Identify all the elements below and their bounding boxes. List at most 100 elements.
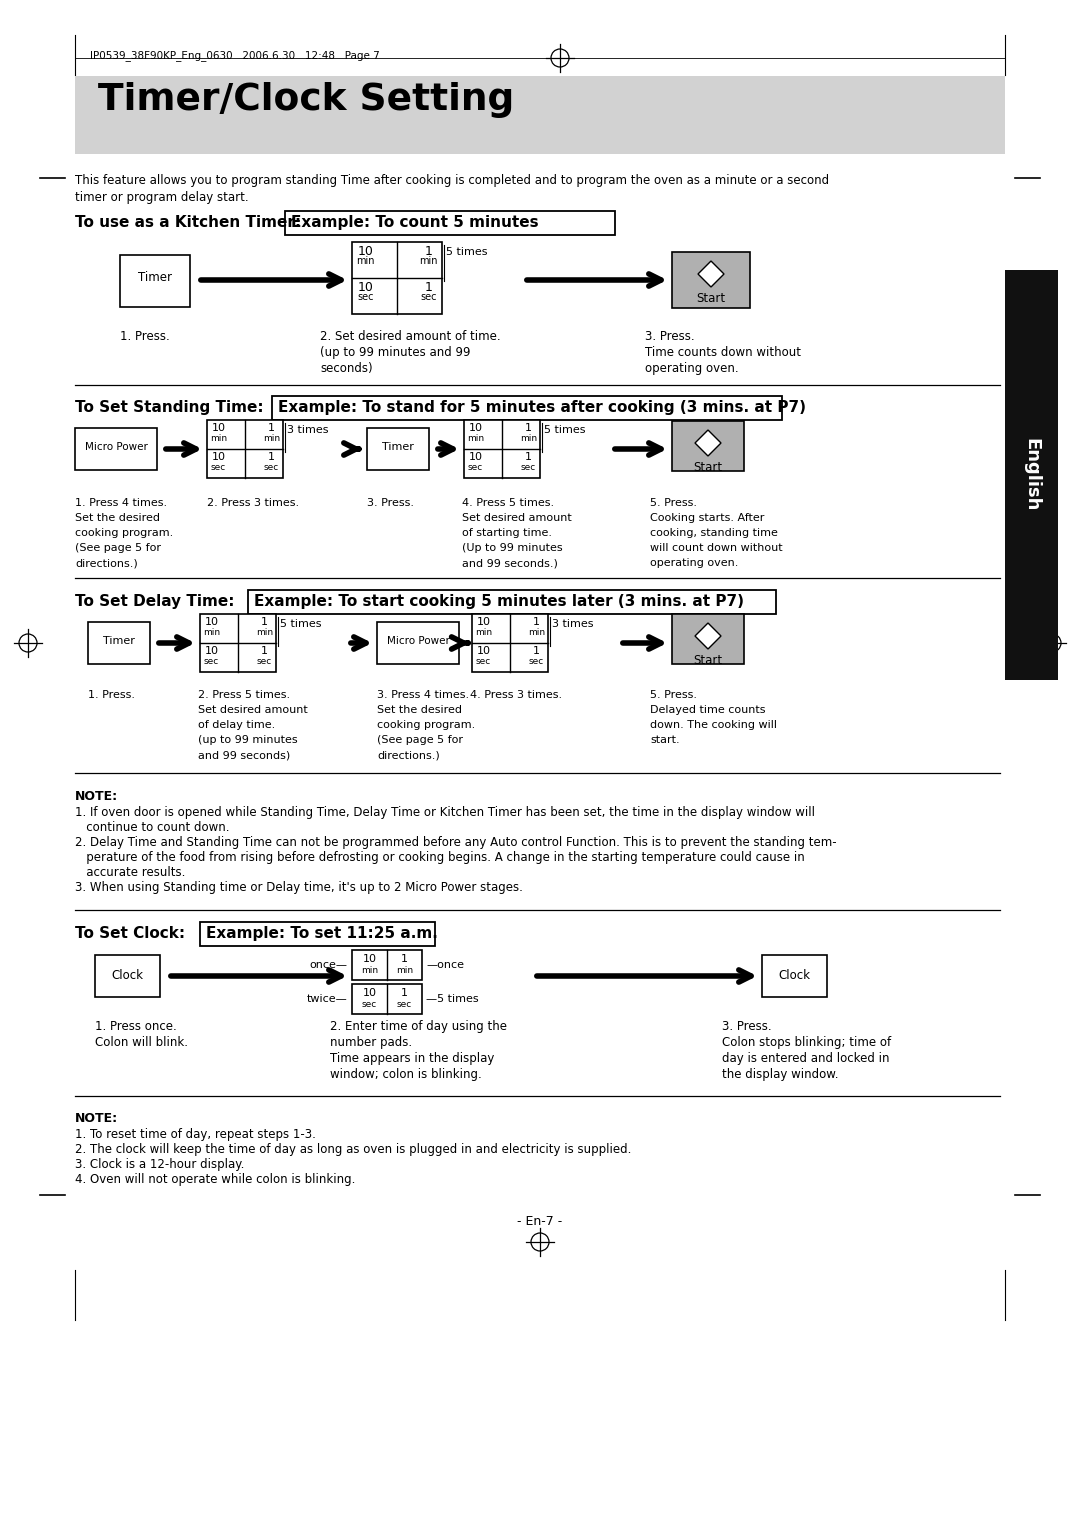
Text: Colon stops blinking; time of: Colon stops blinking; time of [723, 1036, 891, 1050]
Text: min: min [356, 257, 375, 266]
Text: directions.): directions.) [377, 750, 440, 759]
Text: of delay time.: of delay time. [198, 720, 275, 730]
Text: Micro Power: Micro Power [84, 442, 148, 452]
Bar [352, 950, 422, 979]
Text: 2. Enter time of day using the: 2. Enter time of day using the [330, 1021, 507, 1033]
Text: 1: 1 [268, 452, 275, 461]
Text: 2. Set desired amount of time.: 2. Set desired amount of time. [320, 330, 501, 342]
Text: sec: sec [257, 657, 272, 666]
Text: 3. Press.: 3. Press. [723, 1021, 771, 1033]
Bar [352, 984, 422, 1015]
Text: will count down without: will count down without [650, 542, 783, 553]
Bar [464, 420, 540, 478]
Bar [120, 255, 190, 307]
Bar [367, 428, 429, 471]
Text: NOTE:: NOTE: [75, 1112, 118, 1125]
Text: min: min [210, 434, 227, 443]
Text: the display window.: the display window. [723, 1068, 838, 1080]
Text: 1: 1 [424, 281, 432, 293]
Text: - En-7 -: - En-7 - [517, 1215, 563, 1229]
Text: 5 times: 5 times [280, 619, 322, 630]
Text: 4. Press 3 times.: 4. Press 3 times. [470, 691, 562, 700]
Text: 1: 1 [534, 646, 540, 656]
Text: Timer: Timer [138, 270, 172, 284]
Text: (Up to 99 minutes: (Up to 99 minutes [462, 542, 563, 553]
Bar [200, 921, 435, 946]
Text: cooking, standing time: cooking, standing time [650, 529, 778, 538]
Text: 3. Press 4 times.: 3. Press 4 times. [377, 691, 469, 700]
Text: 5. Press.: 5. Press. [650, 498, 697, 507]
Text: (See page 5 for: (See page 5 for [75, 542, 161, 553]
Text: 3 times: 3 times [552, 619, 594, 630]
Text: Set desired amount: Set desired amount [198, 704, 308, 715]
Text: 10: 10 [212, 423, 226, 432]
Bar [1005, 270, 1058, 680]
Text: Colon will blink.: Colon will blink. [95, 1036, 188, 1050]
Text: 10: 10 [469, 423, 483, 432]
Bar [672, 252, 750, 309]
Text: 10: 10 [357, 244, 374, 258]
Text: 2. Delay Time and Standing Time can not be programmed before any Auto control Fu: 2. Delay Time and Standing Time can not … [75, 836, 837, 850]
Text: sec: sec [264, 463, 280, 472]
Text: sec: sec [529, 657, 544, 666]
Text: min: min [475, 628, 492, 637]
Text: (up to 99 minutes and 99: (up to 99 minutes and 99 [320, 345, 471, 359]
Text: sec: sec [362, 999, 377, 1008]
Text: sec: sec [420, 292, 436, 303]
Text: Clock: Clock [111, 969, 144, 983]
Polygon shape [696, 429, 721, 455]
Text: 3. When using Standing time or Delay time, it's up to 2 Micro Power stages.: 3. When using Standing time or Delay tim… [75, 882, 523, 894]
Bar [352, 241, 442, 313]
Text: English: English [1022, 439, 1040, 512]
Text: 1: 1 [268, 423, 275, 432]
Text: 1: 1 [401, 953, 408, 964]
Text: —5 times: —5 times [426, 995, 478, 1004]
Text: min: min [467, 434, 484, 443]
Text: 1. Press 4 times.: 1. Press 4 times. [75, 498, 167, 507]
Text: 3 times: 3 times [287, 425, 328, 435]
Bar [200, 614, 276, 672]
Bar [207, 420, 283, 478]
Text: once—: once— [309, 960, 347, 970]
Text: 1: 1 [261, 617, 268, 626]
Text: Clock: Clock [779, 969, 810, 983]
Text: —once: —once [426, 960, 464, 970]
Text: 3. Press.: 3. Press. [367, 498, 414, 507]
Text: timer or program delay start.: timer or program delay start. [75, 191, 248, 205]
Text: sec: sec [204, 657, 219, 666]
Text: 10: 10 [204, 646, 218, 656]
Text: Time counts down without: Time counts down without [645, 345, 801, 359]
Text: number pads.: number pads. [330, 1036, 413, 1050]
Text: directions.): directions.) [75, 558, 138, 568]
Text: min: min [528, 628, 545, 637]
Bar [377, 622, 459, 665]
Text: sec: sec [468, 463, 483, 472]
Text: sec: sec [396, 999, 413, 1008]
Text: 1: 1 [261, 646, 268, 656]
Text: 1: 1 [525, 423, 532, 432]
Text: Timer: Timer [382, 442, 414, 452]
Bar [762, 955, 827, 996]
Text: 1. If oven door is opened while Standing Time, Delay Time or Kitchen Timer has b: 1. If oven door is opened while Standing… [75, 805, 815, 819]
Bar [672, 422, 744, 471]
Text: Set desired amount: Set desired amount [462, 513, 571, 523]
Text: min: min [361, 966, 378, 975]
Bar [672, 614, 744, 665]
Text: 5 times: 5 times [544, 425, 585, 435]
Text: To Set Clock:: To Set Clock: [75, 926, 185, 941]
Text: 10: 10 [476, 646, 490, 656]
Bar [285, 211, 615, 235]
Text: IP0539_38F90KP_Eng_0630   2006.6.30   12:48   Page 7: IP0539_38F90KP_Eng_0630 2006.6.30 12:48 … [90, 50, 380, 61]
Text: start.: start. [650, 735, 679, 746]
Text: 1: 1 [401, 989, 408, 998]
Text: 1. To reset time of day, repeat steps 1-3.: 1. To reset time of day, repeat steps 1-… [75, 1128, 315, 1141]
Text: twice—: twice— [307, 995, 347, 1004]
Bar [75, 428, 157, 471]
Text: 1. Press.: 1. Press. [87, 691, 135, 700]
Bar [272, 396, 782, 420]
Text: min: min [521, 434, 537, 443]
Text: min: min [419, 257, 437, 266]
Text: 10: 10 [363, 989, 377, 998]
Text: This feature allows you to program standing Time after cooking is completed and : This feature allows you to program stand… [75, 174, 829, 186]
Text: Example: To start cooking 5 minutes later (3 mins. at P7): Example: To start cooking 5 minutes late… [254, 594, 744, 610]
